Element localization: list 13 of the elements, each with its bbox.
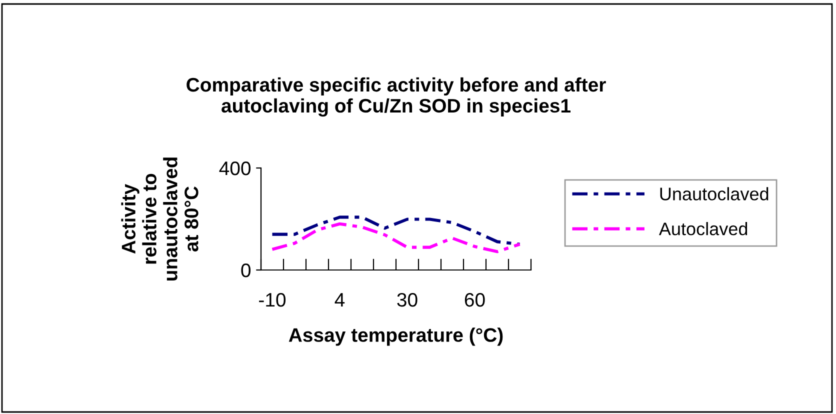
legend-label: Unautoclaved	[660, 187, 768, 200]
legend-label: Autoclaved	[658, 222, 748, 236]
y-tick-label: 400	[219, 161, 251, 176]
x-tick-label: 4	[334, 293, 345, 307]
x-tick-label: 30	[397, 292, 418, 307]
x-axis-title: Assay temperature (°C)	[288, 328, 503, 346]
x-tick-label: 60	[464, 292, 485, 307]
x-tick-label: -10	[259, 292, 286, 307]
y-axis-title: Activity relative to unautoclaved at 80°C	[121, 158, 198, 280]
line-series	[270, 222, 522, 254]
line-series	[270, 216, 522, 246]
chart-title: Comparative specific activity before and after autoclaving of Cu/Zn SOD in species1	[186, 77, 606, 117]
y-tick-label: 0	[241, 263, 251, 278]
